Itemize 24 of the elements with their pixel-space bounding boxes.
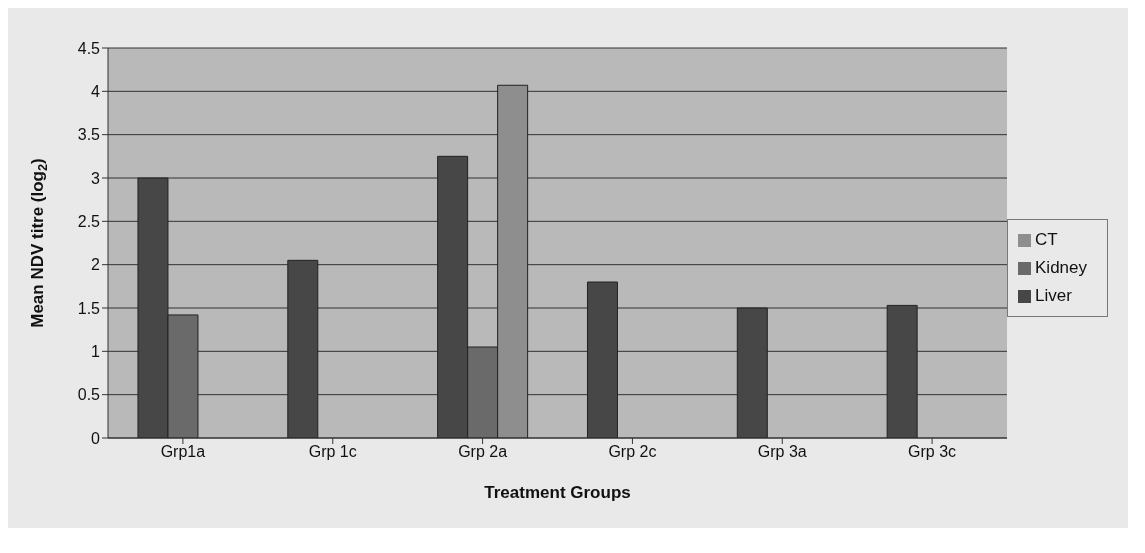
bar	[736, 307, 768, 438]
y-tick-label: 2	[91, 256, 101, 274]
y-tick-label: 3.5	[77, 126, 101, 144]
x-tick-label: Grp 1c	[308, 443, 357, 461]
x-tick-label: Grp 3a	[757, 443, 807, 461]
y-tick-label: 0	[91, 429, 101, 447]
x-tick-label: Grp 3c	[908, 443, 957, 461]
bar	[287, 259, 319, 438]
y-tick-label: 4	[91, 83, 101, 101]
x-axis-title: Treatment Groups	[484, 483, 631, 502]
bar	[886, 304, 918, 438]
y-tick-label: 2.5	[77, 213, 101, 231]
x-tick-label: Grp1a	[160, 443, 206, 461]
bar	[586, 281, 618, 438]
legend-label: Liver	[1035, 286, 1072, 305]
y-tick-label: 1.5	[77, 299, 101, 317]
legend-label: CT	[1035, 230, 1058, 249]
y-tick-label: 1	[91, 343, 101, 361]
y-tick-label: 0.5	[77, 386, 101, 404]
x-tick-label: Grp 2c	[608, 443, 657, 461]
x-tick-label: Grp 2a	[458, 443, 508, 461]
y-tick-label: 3	[91, 169, 101, 187]
y-tick-label: 4.5	[77, 39, 101, 57]
legend-label: Kidney	[1035, 258, 1087, 277]
